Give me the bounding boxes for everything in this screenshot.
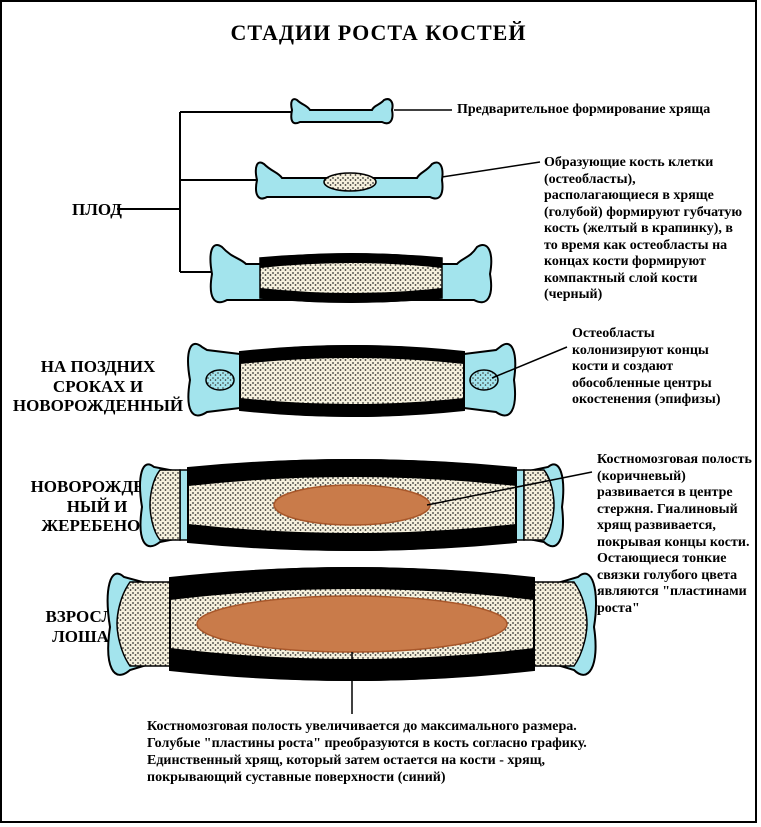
- bone-diagram-svg: [2, 2, 759, 825]
- leader-2: [442, 162, 540, 177]
- bone-stage-3: [210, 245, 491, 303]
- bone-stage-4: [188, 344, 515, 417]
- bone-stage-5: [140, 459, 563, 551]
- diagram-frame: СТАДИИ РОСТА КОСТЕЙ ПЛОД НА ПОЗДНИХ СРОК…: [0, 0, 757, 823]
- bone-stage-1: [291, 99, 392, 123]
- bone-stage-2: [256, 162, 443, 198]
